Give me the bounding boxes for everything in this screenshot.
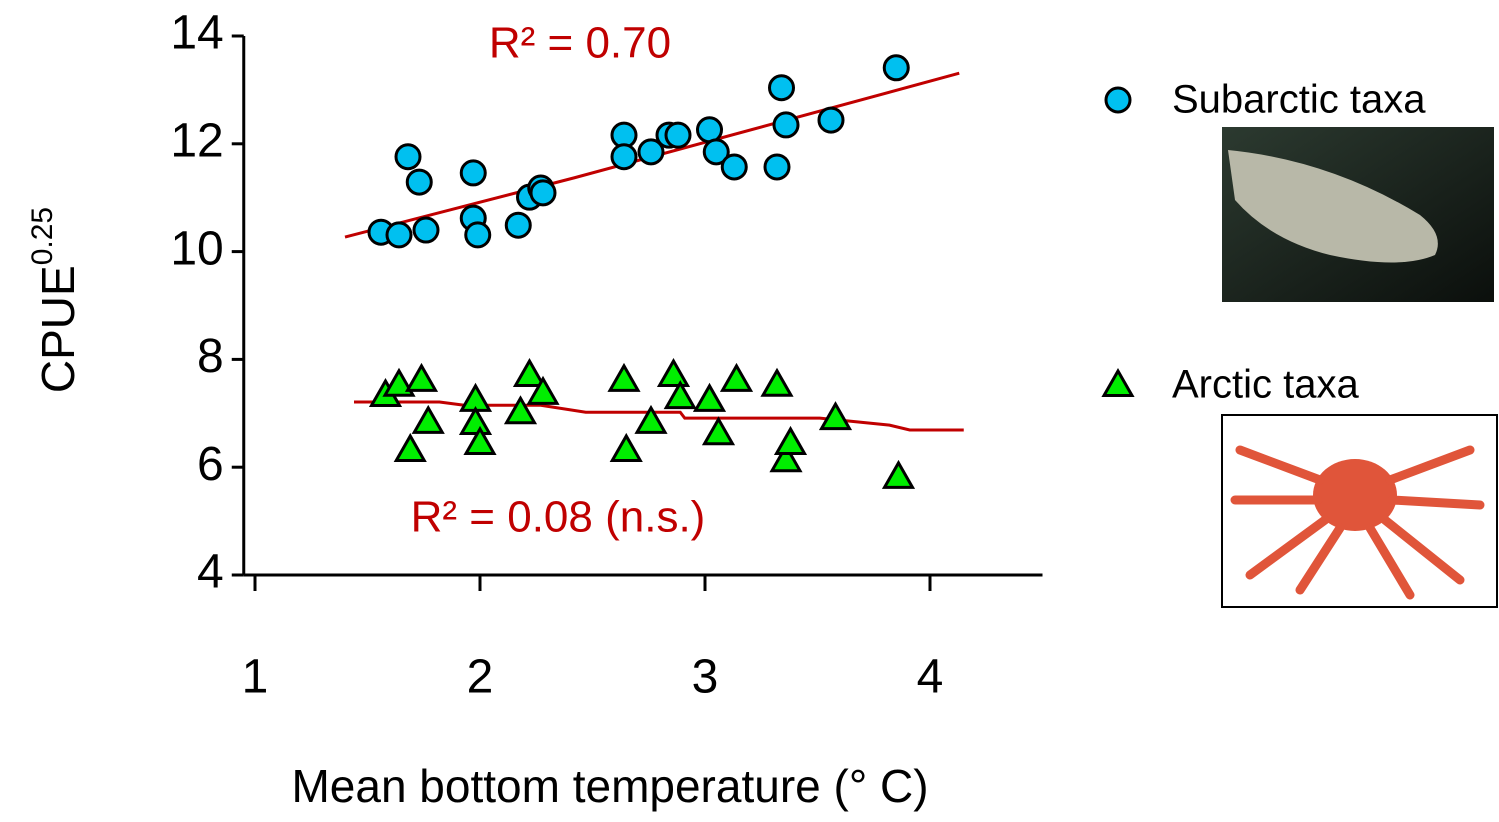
y-axis-label-superscript: 0.25 — [26, 207, 59, 265]
legend-marker — [1101, 367, 1135, 397]
point — [609, 432, 643, 462]
point — [464, 221, 492, 249]
y-tick-label: 4 — [197, 546, 224, 599]
point — [393, 432, 427, 462]
point — [382, 367, 416, 397]
legend-label: Arctic taxa — [1172, 363, 1359, 407]
trend-line — [354, 400, 964, 432]
x-tick-label: 1 — [242, 651, 269, 704]
point — [663, 380, 697, 410]
point — [760, 367, 794, 397]
x-axis-label: Mean bottom temperature (° C) — [291, 760, 928, 812]
annotation: R² = 0.70 — [489, 19, 671, 68]
point — [459, 159, 487, 187]
annotation: R² = 0.08 (n.s.) — [411, 493, 706, 542]
y-tick-label: 12 — [170, 114, 223, 167]
point — [768, 74, 795, 102]
point — [458, 405, 493, 436]
point — [412, 216, 440, 244]
point — [607, 362, 641, 392]
x-tick-label: 3 — [692, 651, 719, 704]
crab-legs — [1230, 445, 1485, 600]
point — [637, 138, 665, 166]
point — [664, 121, 692, 149]
point — [610, 143, 638, 171]
point — [512, 358, 547, 388]
point — [702, 138, 730, 166]
point — [720, 153, 748, 181]
crab-body — [1313, 459, 1397, 531]
point — [394, 143, 422, 171]
point — [385, 221, 413, 249]
point — [692, 382, 727, 412]
point — [701, 416, 736, 446]
point — [411, 404, 445, 434]
point — [773, 425, 808, 455]
point — [881, 459, 916, 489]
y-tick-label: 8 — [197, 330, 224, 383]
point — [817, 106, 845, 134]
point — [503, 395, 538, 425]
point — [763, 153, 791, 181]
point — [405, 168, 433, 196]
legend-label: Subarctic taxa — [1172, 78, 1426, 122]
point — [504, 211, 532, 239]
y-tick-label: 10 — [170, 222, 223, 275]
y-axis-label-text: CPUE — [32, 265, 84, 393]
point — [772, 111, 800, 139]
point — [818, 401, 853, 431]
point — [719, 362, 754, 392]
point — [463, 425, 497, 455]
point — [634, 404, 668, 434]
x-tick-label: 4 — [917, 651, 944, 704]
point — [769, 443, 803, 473]
y-tick-label: 6 — [197, 438, 224, 491]
point — [404, 362, 439, 392]
point — [882, 54, 910, 82]
point — [526, 375, 560, 405]
y-axis-label: CPUE0.25 — [26, 207, 84, 393]
legend-marker — [1104, 86, 1132, 114]
point — [656, 358, 691, 388]
fish-shape — [1228, 150, 1438, 263]
y-tick-label: 14 — [170, 7, 223, 60]
x-tick-label: 2 — [467, 651, 494, 704]
point — [696, 116, 723, 144]
point — [529, 179, 557, 207]
